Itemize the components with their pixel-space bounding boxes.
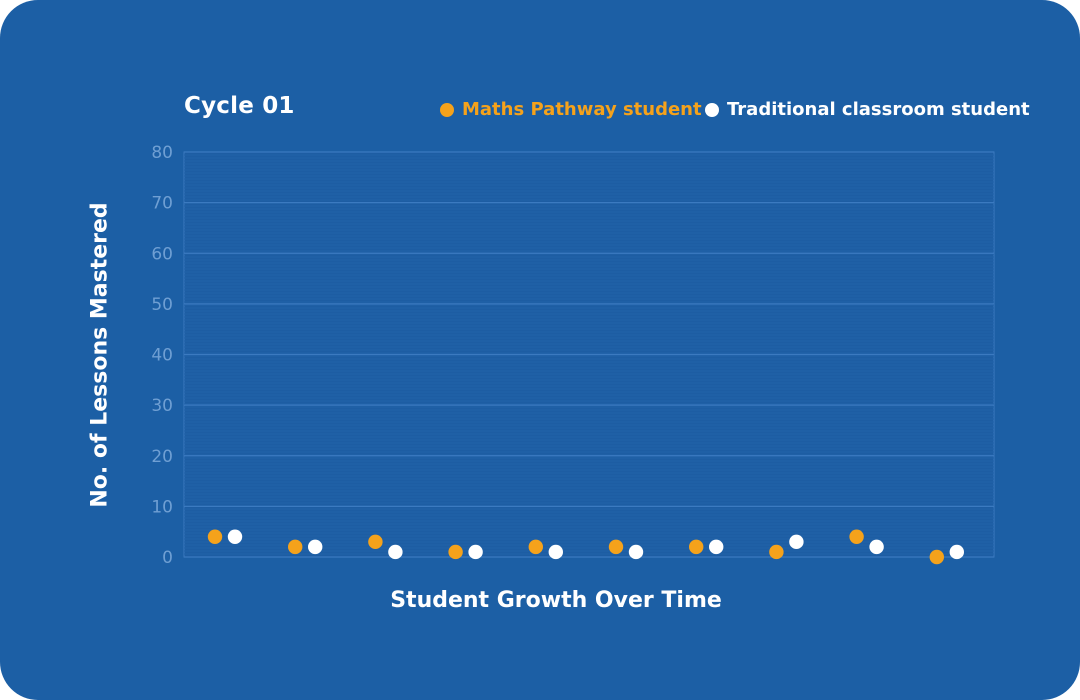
y-tick-label: 30 <box>151 396 173 416</box>
data-point <box>608 539 624 555</box>
legend-white-dot-icon <box>705 102 719 117</box>
data-point <box>628 544 644 560</box>
data-point <box>709 539 724 555</box>
data-point <box>929 549 944 565</box>
y-tick-label: 0 <box>162 548 173 568</box>
data-point <box>368 534 383 550</box>
data-point <box>468 544 483 560</box>
y-tick-label: 10 <box>151 497 173 517</box>
y-tick-label: 80 <box>151 143 173 163</box>
data-point <box>949 544 964 560</box>
y-tick-label: 70 <box>151 194 173 214</box>
data-point <box>689 539 704 555</box>
legend-item-maths-pathway: Maths Pathway student <box>440 99 702 120</box>
y-tick-label: 50 <box>151 295 173 315</box>
legend-item-traditional: Traditional classroom student <box>705 99 1030 120</box>
data-point <box>207 529 223 544</box>
data-point <box>448 544 463 560</box>
data-point <box>548 544 563 560</box>
data-point <box>227 529 243 544</box>
data-point <box>789 534 804 550</box>
x-axis-label: Student Growth Over Time <box>390 588 722 613</box>
legend-orange-dot-icon <box>440 102 454 117</box>
data-point <box>528 539 543 555</box>
y-tick-label: 40 <box>151 346 173 366</box>
y-tick-label: 20 <box>151 447 173 467</box>
y-tick-label: 60 <box>151 244 173 264</box>
legend-label-traditional: Traditional classroom student <box>727 99 1030 120</box>
legend-label-maths-pathway: Maths Pathway student <box>462 99 702 120</box>
chart-title: Cycle 01 <box>184 93 295 119</box>
data-point <box>388 544 403 560</box>
data-point <box>769 544 784 560</box>
data-point <box>288 539 303 555</box>
data-point <box>869 539 884 555</box>
data-point <box>849 529 864 544</box>
y-axis-label: No. of Lessons Mastered <box>87 202 113 508</box>
data-point <box>308 539 323 555</box>
